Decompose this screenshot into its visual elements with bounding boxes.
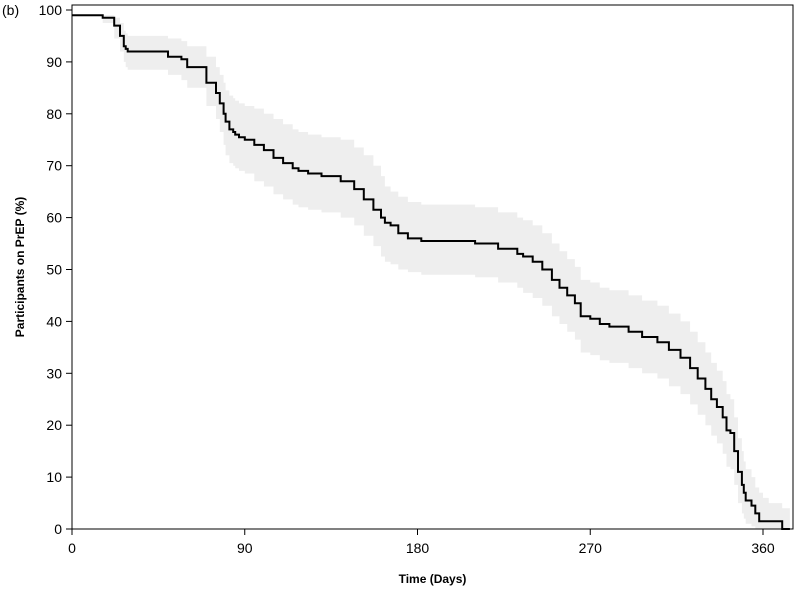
y-tick-label: 20 bbox=[46, 417, 62, 433]
y-tick-label: 10 bbox=[46, 469, 62, 485]
y-tick-label: 60 bbox=[46, 210, 62, 226]
survival-line-layer bbox=[72, 14, 790, 530]
plot-frame bbox=[71, 4, 794, 530]
y-tick-label: 40 bbox=[46, 313, 62, 329]
y-tick-label: 70 bbox=[46, 158, 62, 174]
x-tick-label: 360 bbox=[751, 540, 775, 556]
confidence-band bbox=[72, 15, 790, 529]
y-tick-label: 30 bbox=[46, 365, 62, 381]
y-tick-label: 100 bbox=[39, 2, 63, 18]
y-tick-label: 90 bbox=[46, 54, 62, 70]
y-axis-ticks: 0 10 20 30 40 50 60 70 80 90 100 bbox=[39, 2, 72, 537]
x-tick-label: 90 bbox=[237, 540, 253, 556]
panel-label: (b) bbox=[2, 2, 20, 18]
y-tick-label: 80 bbox=[46, 106, 62, 122]
y-tick-label: 50 bbox=[46, 262, 62, 278]
x-axis-ticks: 0 90 180 270 360 bbox=[68, 529, 775, 556]
y-tick-label: 0 bbox=[54, 521, 62, 537]
y-axis-title: Participants on PrEP (%) bbox=[13, 197, 27, 337]
survival-step-line bbox=[72, 14, 790, 530]
x-tick-label: 270 bbox=[579, 540, 603, 556]
x-tick-label: 0 bbox=[68, 540, 76, 556]
confidence-band-layer bbox=[72, 15, 790, 529]
x-tick-label: 180 bbox=[406, 540, 430, 556]
x-axis-title: Time (Days) bbox=[399, 572, 467, 586]
